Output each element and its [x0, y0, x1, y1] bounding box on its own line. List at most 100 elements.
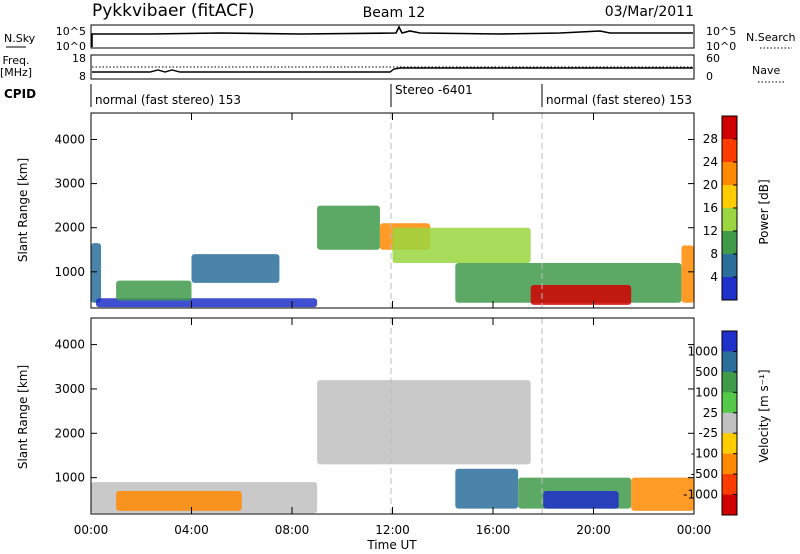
- power-ylabel: Slant Range [km]: [16, 158, 30, 262]
- velocity-colorbar-swatch-7: [722, 474, 737, 496]
- freq-frame: [90, 54, 695, 80]
- power-colorbar-swatch-0: [722, 116, 737, 140]
- velocity-colorbar-frame: [721, 330, 738, 516]
- velocity-colorbar: 1000 500 100 25 -25 -100 -500 -1000: [683, 330, 738, 516]
- power-colorbar-label-1: 24: [703, 155, 718, 169]
- power-ytick-label-3: 4000: [54, 132, 85, 146]
- power-colorbar-swatch-2: [722, 162, 737, 186]
- power-region-2: [116, 280, 192, 301]
- power-region-3: [191, 254, 280, 283]
- freq-left-tick-bottom: 8: [79, 70, 86, 83]
- nave-label: Nave: [752, 64, 780, 77]
- power-ytick-label-2: 3000: [54, 177, 85, 191]
- power-ytick-label-1: 2000: [54, 221, 85, 235]
- velocity-colorbar-label: Velocity [m s⁻¹]: [757, 369, 771, 462]
- power-colorbar-swatch-6: [722, 254, 737, 278]
- power-colorbar-label-4: 12: [703, 224, 718, 238]
- power-panel: 1000 2000 3000 4000 Slant Range [km] 28 24 20…: [16, 112, 771, 309]
- power-colorbar-swatch-5: [722, 231, 737, 255]
- power-region-8: [530, 285, 632, 305]
- velocity-colorbar-swatch-4: [722, 412, 737, 434]
- velocity-xtick-label-6: 00:00: [677, 523, 712, 537]
- velocity-colorbar-label-0: 1000: [687, 344, 718, 358]
- power-region-9: [681, 245, 694, 303]
- velocity-xticks: 00:00 04:00 08:00 12:00 16:00 20:00 00:00: [74, 318, 712, 537]
- velocity-xtick-label-4: 16:00: [476, 523, 511, 537]
- velocity-colorbar-swatch-6: [722, 453, 737, 475]
- power-ytick-label-0: 1000: [54, 265, 85, 279]
- velocity-regions: [91, 380, 694, 514]
- nsky-label: N.Sky: [4, 32, 36, 45]
- cpid-label: CPID: [4, 87, 36, 101]
- velocity-ytick-label-0: 1000: [54, 471, 85, 485]
- freq-trace: [92, 67, 693, 73]
- power-colorbar-label-3: 16: [703, 201, 718, 215]
- velocity-colorbar-swatch-2: [722, 371, 737, 393]
- velocity-colorbar-label-7: -1000: [683, 488, 718, 502]
- velocity-panel: 1000 2000 3000 4000 00:00 04:00 08:00 12:00 16:…: [16, 317, 771, 552]
- velocity-xtick-label-2: 08:00: [275, 523, 310, 537]
- freq-label-1: Freq.: [2, 54, 29, 67]
- power-region-4: [317, 205, 380, 250]
- velocity-region-2: [317, 380, 531, 465]
- nsky-frame: [90, 24, 695, 49]
- velocity-region-1: [116, 490, 242, 511]
- nsky-right-tick-top: 10^5: [706, 25, 736, 38]
- nsky-trace: [91, 25, 693, 47]
- velocity-xlabel: Time UT: [366, 538, 417, 552]
- velocity-colorbar-label-3: 25: [703, 406, 718, 420]
- power-colorbar-label-5: 8: [710, 247, 718, 261]
- velocity-colorbar-swatch-5: [722, 433, 737, 455]
- velocity-ytick-label-2: 3000: [54, 382, 85, 396]
- freq-right-tick-bottom: 0: [706, 70, 713, 83]
- beam-title: Beam 12: [363, 5, 426, 21]
- velocity-colorbar-swatch-0: [722, 331, 737, 352]
- power-colorbar-label-6: 4: [710, 270, 718, 284]
- freq-label-2: [MHz]: [0, 66, 32, 79]
- velocity-ylabel: Slant Range [km]: [16, 365, 30, 469]
- velocity-yticks: 1000 2000 3000 4000: [54, 338, 694, 485]
- date-title: 03/Mar/2011: [605, 4, 694, 20]
- cpid-segment-1: normal (fast stereo) 153: [95, 93, 241, 107]
- nsky-left-tick-bottom: 10^0: [56, 40, 86, 53]
- freq-left-tick-top: 18: [72, 52, 86, 65]
- velocity-xtick-label-1: 04:00: [174, 523, 209, 537]
- velocity-ytick-label-3: 4000: [54, 338, 85, 352]
- power-colorbar-swatch-7: [722, 277, 737, 301]
- power-colorbar-swatch-4: [722, 208, 737, 232]
- power-colorbar-swatch-1: [722, 139, 737, 163]
- nsky-right-tick-bottom: 10^0: [706, 40, 736, 53]
- velocity-colorbar-label-4: -25: [698, 426, 718, 440]
- power-colorbar-label-2: 20: [703, 178, 718, 192]
- power-region-6: [392, 227, 531, 263]
- velocity-xtick-label-5: 20:00: [576, 523, 611, 537]
- velocity-xtick-label-3: 12:00: [375, 523, 410, 537]
- velocity-colorbar-label-5: -100: [691, 447, 718, 461]
- velocity-colorbar-swatch-1: [722, 351, 737, 373]
- power-regions: [91, 205, 694, 308]
- power-colorbar-swatch-3: [722, 185, 737, 209]
- freq-right-tick-top: 60: [706, 52, 720, 65]
- velocity-region-3: [455, 468, 519, 509]
- velocity-colorbar-label-2: 100: [695, 385, 718, 399]
- cpid-segment-2: Stereo -6401: [395, 83, 473, 97]
- velocity-region-6: [631, 477, 694, 511]
- station-title: Pykkvibaer (fitACF): [92, 1, 254, 21]
- velocity-ytick-label-1: 2000: [54, 426, 85, 440]
- velocity-colorbar-label-6: -500: [691, 467, 718, 481]
- velocity-colorbar-label-1: 500: [695, 365, 718, 379]
- velocity-region-5: [543, 490, 619, 509]
- power-xticks: [90, 113, 695, 308]
- velocity-xtick-label-0: 00:00: [74, 523, 109, 537]
- power-yticks: 1000 2000 3000 4000: [54, 132, 694, 279]
- cpid-segment-3: normal (fast stereo) 153: [546, 93, 692, 107]
- power-colorbar: 28 24 20 16 12 8 4: [703, 115, 738, 301]
- power-colorbar-label-0: 28: [703, 132, 718, 146]
- nsky-left-tick-top: 10^5: [56, 25, 86, 38]
- velocity-colorbar-swatch-8: [722, 494, 737, 516]
- power-region-0: [91, 243, 102, 303]
- nsearch-label: N.Search: [746, 31, 796, 44]
- power-colorbar-label: Power [dB]: [757, 179, 771, 244]
- velocity-colorbar-swatch-3: [722, 392, 737, 414]
